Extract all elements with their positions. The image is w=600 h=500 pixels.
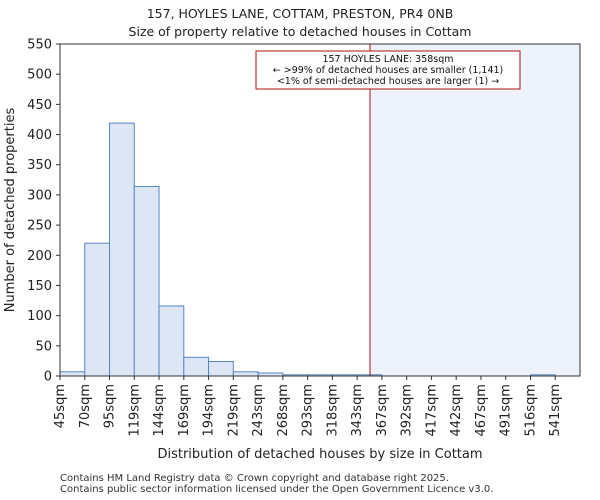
property-annotation: 157 HOYLES LANE: 358sqm ← >99% of detach… xyxy=(255,50,521,90)
footer-licence: Contains public sector information licen… xyxy=(60,484,494,495)
bar-219sqm xyxy=(232,371,259,377)
y-tick-label: 400 xyxy=(27,128,52,143)
x-tick-label: 144sqm xyxy=(152,384,167,437)
y-tick-label: 300 xyxy=(27,188,52,203)
x-tick-label: 95sqm xyxy=(103,384,118,428)
x-tick-label: 70sqm xyxy=(78,384,93,428)
y-tick-label: 500 xyxy=(27,68,52,83)
bar-194sqm xyxy=(208,361,234,377)
x-tick-label: 392sqm xyxy=(400,384,415,437)
x-tick-label: 318sqm xyxy=(325,384,340,437)
bar-45sqm xyxy=(59,371,86,377)
x-tick-label: 45sqm xyxy=(53,384,68,428)
x-tick-label: 442sqm xyxy=(449,384,464,437)
x-tick-label: 343sqm xyxy=(350,384,365,437)
y-tick-label: 50 xyxy=(35,339,52,354)
bars-group xyxy=(59,122,556,377)
x-tick-label: 268sqm xyxy=(276,384,291,437)
footer-copyright: Contains HM Land Registry data © Crown c… xyxy=(60,473,449,484)
y-tick-label: 450 xyxy=(27,98,52,113)
x-tick-label: 119sqm xyxy=(127,384,142,437)
bar-119sqm xyxy=(133,185,160,377)
annotation-line-title: 157 HOYLES LANE: 358sqm xyxy=(322,54,453,65)
bar-144sqm xyxy=(158,305,185,377)
x-tick-label: 491sqm xyxy=(499,384,514,437)
x-tick-label: 169sqm xyxy=(177,384,192,437)
annotation-box xyxy=(255,50,521,90)
y-tick-label: 200 xyxy=(27,249,52,264)
x-tick-label: 516sqm xyxy=(523,384,538,437)
annotation-line-larger: <1% of semi-detached houses are larger (… xyxy=(277,76,499,87)
x-tick-label: 243sqm xyxy=(251,384,266,437)
plot-frame xyxy=(59,43,581,377)
y-axis-ticks: 0 50 100 150 200 250 300 350 400 450 500 550 xyxy=(27,38,60,385)
y-tick-label: 150 xyxy=(27,279,52,294)
chart-title: 157, HOYLES LANE, COTTAM, PRESTON, PR4 0… xyxy=(146,6,454,21)
bar-169sqm xyxy=(183,356,210,377)
x-tick-label: 293sqm xyxy=(301,384,316,437)
y-tick-label: 0 xyxy=(44,370,52,385)
x-tick-label: 541sqm xyxy=(548,384,563,437)
x-tick-label: 194sqm xyxy=(202,384,217,437)
x-tick-label: 467sqm xyxy=(474,384,489,437)
x-axis-label: Distribution of detached houses by size … xyxy=(157,447,482,462)
larger-than-property-region xyxy=(370,44,580,376)
x-tick-label: 219sqm xyxy=(226,384,241,437)
bar-70sqm xyxy=(84,242,111,377)
x-tick-label: 417sqm xyxy=(424,384,439,437)
y-tick-label: 550 xyxy=(27,38,52,53)
y-tick-label: 350 xyxy=(27,158,52,173)
chart-subtitle: Size of property relative to detached ho… xyxy=(128,24,472,39)
annotation-line-smaller: ← >99% of detached houses are smaller (1… xyxy=(273,65,504,76)
bar-95sqm xyxy=(109,122,135,377)
x-axis-ticks: 45sqm 70sqm 95sqm 119sqm 144sqm 169sqm 194sqm 2… xyxy=(53,376,563,437)
y-tick-label: 250 xyxy=(27,219,52,234)
y-axis-label: Number of detached properties xyxy=(3,108,18,313)
x-tick-label: 367sqm xyxy=(375,384,390,437)
y-tick-label: 100 xyxy=(27,309,52,324)
